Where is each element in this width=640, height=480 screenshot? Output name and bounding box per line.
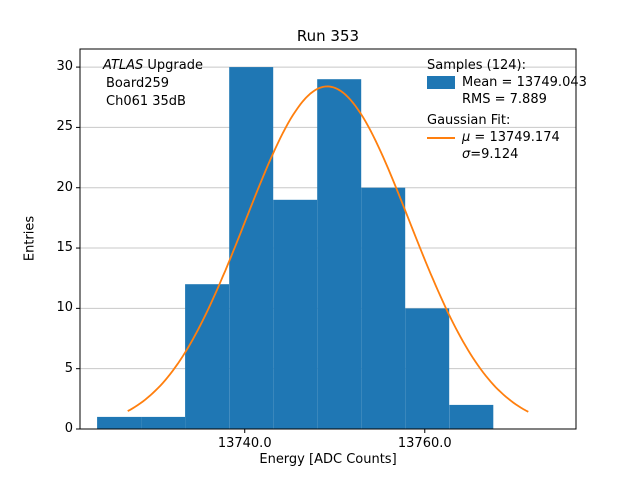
board-label: Board259 — [106, 76, 170, 91]
gaussian-fit-curve — [127, 85, 529, 413]
legend-fit-header: Gaussian Fit: — [427, 112, 587, 129]
legend: Samples (124): Mean = 13749.043 RMS = 7.… — [427, 57, 587, 163]
y-tick-label: 5 — [64, 360, 73, 376]
y-tick-label: 0 — [64, 421, 73, 436]
mu-symbol: μ — [462, 130, 471, 145]
mu-label: μ = 13749.174 — [462, 130, 560, 145]
sigma-symbol: σ — [462, 147, 471, 162]
histogram-bar — [317, 79, 362, 429]
histogram-legend-swatch — [427, 76, 455, 89]
empty-legend-handle — [427, 154, 455, 155]
histogram-bar — [229, 67, 274, 429]
chart-title: Run 353 — [296, 27, 360, 45]
y-tick-label: 15 — [56, 240, 73, 256]
mu-value: = 13749.174 — [470, 130, 560, 145]
histogram-bar — [185, 284, 230, 429]
empty-legend-handle — [427, 99, 455, 100]
upgrade-label: Upgrade — [143, 58, 203, 73]
atlas-label: ATLAS — [103, 58, 144, 73]
plot-frame — [79, 48, 577, 430]
x-tick-label: 13740.0 — [217, 436, 272, 451]
legend-sigma-row: σ=9.124 — [427, 146, 587, 163]
sigma-label: σ=9.124 — [462, 147, 518, 162]
y-tick-label: 25 — [56, 119, 73, 135]
histogram-bar — [405, 308, 450, 429]
histogram-bar — [97, 416, 142, 429]
legend-mu-row: μ = 13749.174 — [427, 129, 587, 146]
y-tick-label: 30 — [56, 59, 73, 75]
x-axis-label: Energy [ADC Counts] — [259, 452, 397, 467]
mean-label: Mean = 13749.043 — [462, 75, 587, 90]
rms-label: RMS = 7.889 — [462, 92, 547, 107]
histogram-bar — [141, 416, 186, 429]
y-axis-label: Entries — [22, 215, 38, 262]
x-tick-label: 13760.0 — [397, 436, 452, 451]
samples-header-label: Samples (124): — [427, 58, 526, 73]
y-tick-label: 10 — [56, 300, 73, 316]
fit-legend-line — [427, 136, 455, 139]
sigma-value: =9.124 — [470, 147, 519, 162]
histogram-bar — [449, 404, 494, 429]
fit-header-label: Gaussian Fit: — [427, 113, 511, 128]
channel-label: Ch061 35dB — [106, 94, 186, 109]
annotation-block: ATLAS Upgrade Board259 Ch061 35dB — [103, 57, 203, 111]
histogram-bar — [273, 199, 318, 429]
legend-mean-row: Mean = 13749.043 — [427, 74, 587, 91]
legend-rms-row: RMS = 7.889 — [427, 91, 587, 108]
y-tick-label: 20 — [56, 179, 73, 195]
legend-samples-header: Samples (124): — [427, 57, 587, 74]
histogram-bar — [361, 187, 406, 429]
experiment-label: ATLAS Upgrade — [103, 57, 203, 75]
